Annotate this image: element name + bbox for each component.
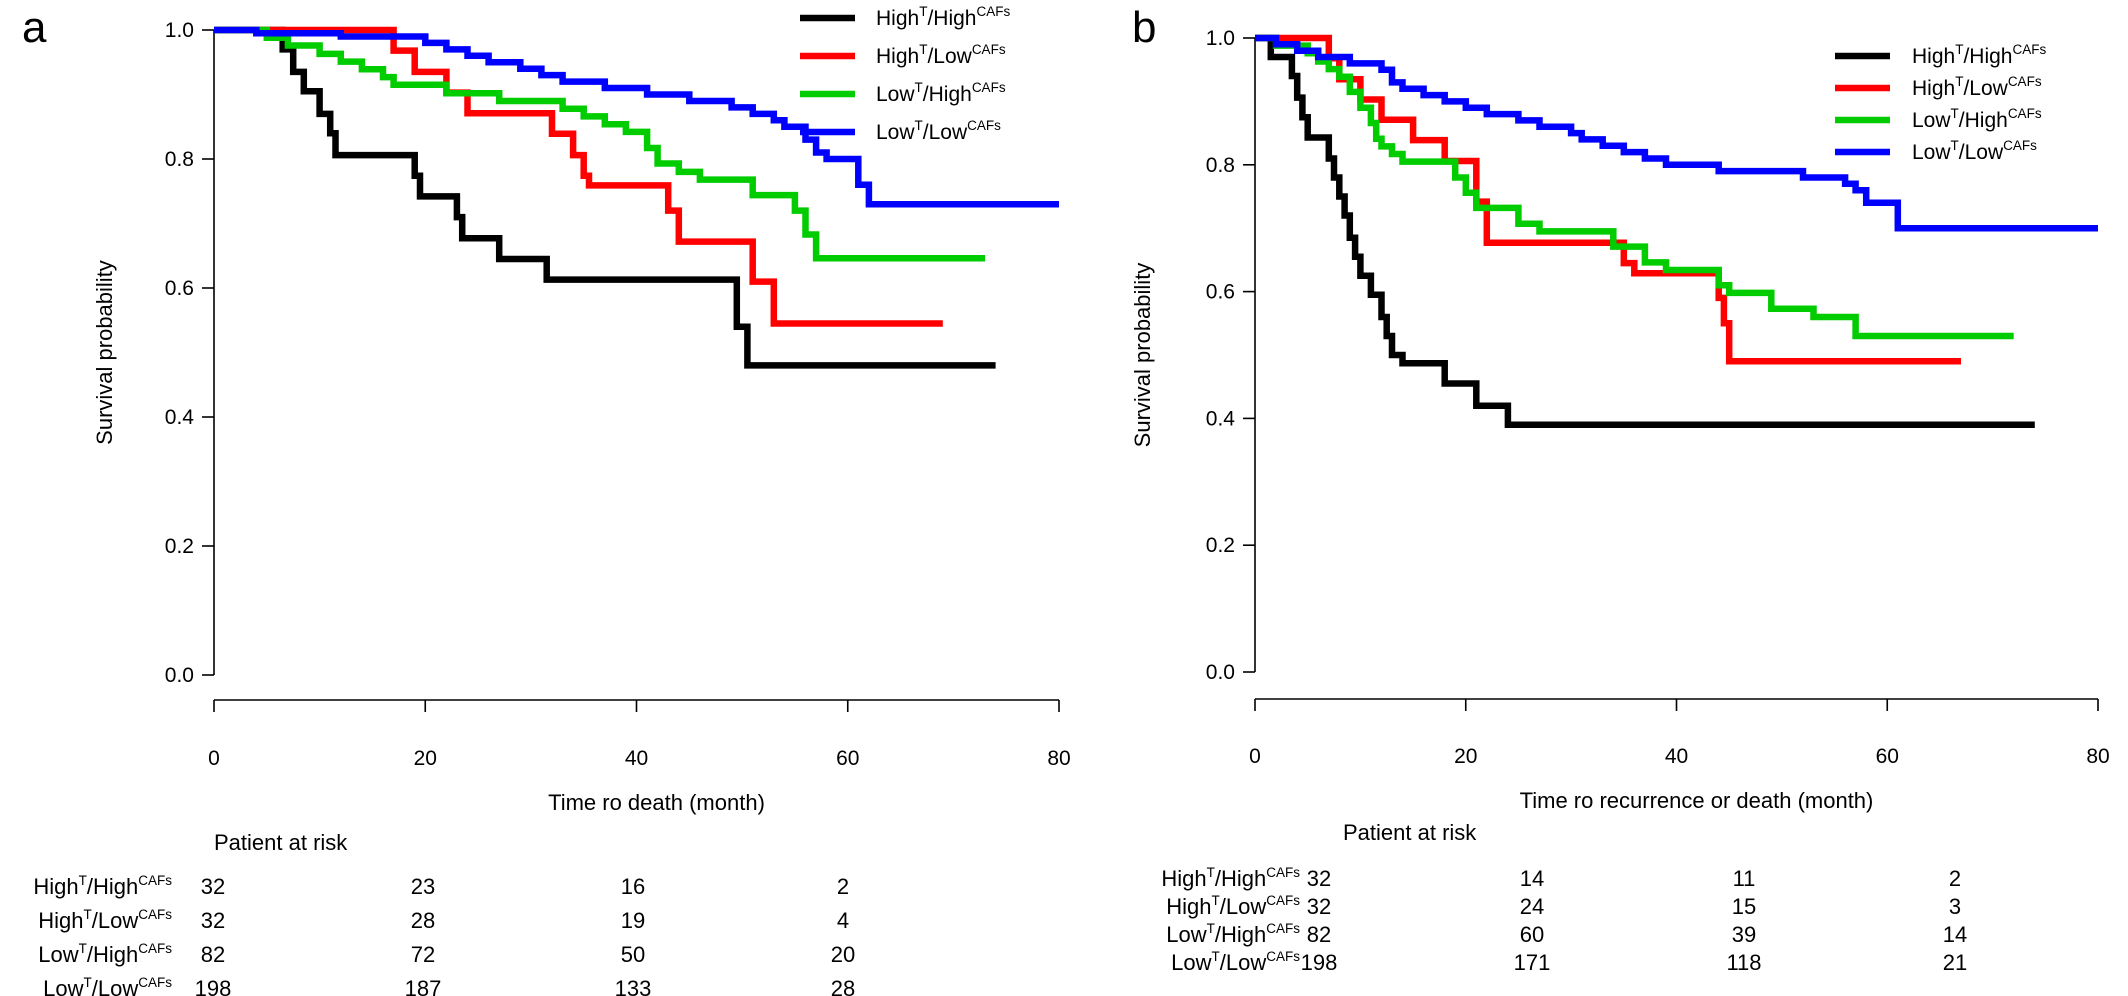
risk-value: 14 [1943,922,1967,947]
y-tick-label: 0.4 [165,406,195,429]
risk-value: 4 [837,908,849,933]
y-tick-label: 0.0 [165,664,194,687]
risk-value: 28 [411,908,435,933]
x-tick-label: 20 [1454,745,1477,768]
survival-curve-2 [214,26,943,327]
survival-curve-4 [1255,34,2098,232]
risk-value: 16 [621,874,645,899]
x-tick-label: 40 [1665,745,1688,768]
risk-value: 39 [1732,922,1756,947]
risk-value: 11 [1733,866,1756,891]
x-tick-label: 60 [836,747,859,770]
survival-curves [214,26,1059,369]
risk-table-header: Patient at risk [1343,820,1477,845]
risk-value: 198 [1301,950,1338,975]
risk-table: Patient at risk HighT/HighCAFs 32 14 11 2 High… [1161,820,1967,975]
y-tick-label: 1.0 [1206,27,1235,50]
x-tick-label: 80 [2086,745,2109,768]
y-tick-label: 0.8 [1206,154,1235,177]
risk-table-header: Patient at risk [214,830,348,855]
x-axis-label: Time ro death (month) [548,790,765,815]
y-tick-label: 0.0 [1206,661,1235,684]
risk-value: 50 [621,942,645,967]
legend-label: LowT/HighCAFs [876,80,1006,106]
risk-value: 21 [1943,950,1967,975]
y-tick-label: 0.6 [165,277,194,300]
risk-value: 72 [411,942,435,967]
y-tick-label: 0.2 [1206,534,1235,557]
survival-curves [1255,34,2098,428]
x-axis: 0 20 40 60 80 Time ro recurrence or death (mo… [1249,698,2110,813]
risk-value: 28 [831,976,855,996]
legend-label: LowT/HighCAFs [1912,106,2042,132]
risk-value: 171 [1514,950,1551,975]
risk-value: 2 [837,874,849,899]
risk-value: 23 [411,874,435,899]
x-tick-label: 40 [625,747,648,770]
risk-value: 32 [1307,866,1331,891]
risk-row-label: HighT/LowCAFs [1166,893,1300,919]
x-axis: 0 20 40 60 80 Time ro death (month) [208,699,1071,815]
survival-curve-3 [1255,34,2014,340]
panel-letter: a [22,3,47,52]
risk-value: 187 [405,976,442,996]
survival-curve-4 [214,26,1059,208]
legend-label: LowT/LowCAFs [1912,138,2037,164]
risk-value: 32 [1307,894,1331,919]
risk-value: 3 [1949,894,1961,919]
risk-value: 2 [1949,866,1961,891]
risk-row-label: LowT/LowCAFs [1171,949,1300,975]
risk-row-label: HighT/LowCAFs [38,907,172,933]
survival-curve-1 [214,26,996,369]
legend-label: HighT/LowCAFs [876,42,1006,68]
risk-value: 14 [1520,866,1544,891]
y-tick-label: 0.4 [1206,407,1236,430]
risk-value: 82 [201,942,225,967]
y-axis: 0.0 0.2 0.4 0.6 0.8 1.0 Survival probability [92,19,215,687]
risk-value: 24 [1520,894,1544,919]
y-tick-label: 0.6 [1206,281,1235,304]
risk-row-label: LowT/HighCAFs [38,941,172,967]
y-tick-label: 1.0 [165,19,194,42]
risk-value: 198 [195,976,232,996]
risk-value: 15 [1732,894,1756,919]
risk-value: 20 [831,942,855,967]
risk-table: Patient at risk HighT/HighCAFs 32 23 16 2 High… [33,830,855,996]
y-axis-label: Survival probability [92,260,117,445]
risk-row-label: LowT/LowCAFs [43,975,172,996]
risk-value: 118 [1726,950,1761,975]
legend-label: HighT/LowCAFs [1912,74,2042,100]
risk-value: 82 [1307,922,1331,947]
y-tick-label: 0.8 [165,148,194,171]
survival-curve-1 [1255,34,2035,428]
x-axis-label: Time ro recurrence or death (month) [1520,788,1874,813]
y-axis-label: Survival probability [1130,263,1155,448]
risk-row-label: HighT/HighCAFs [1161,865,1300,891]
legend: HighT/HighCAFs HighT/LowCAFs LowT/HighCAFs… [1835,42,2046,164]
y-tick-label: 0.2 [165,535,194,558]
survival-curve-3 [214,26,986,262]
x-tick-label: 20 [414,747,437,770]
risk-value: 32 [201,908,225,933]
risk-value: 133 [615,976,652,996]
y-axis: 0.0 0.2 0.4 0.6 0.8 1.0 Survival probability [1130,27,1256,684]
risk-value: 60 [1520,922,1544,947]
legend-label: LowT/LowCAFs [876,118,1001,144]
x-tick-label: 0 [208,747,220,770]
risk-value: 32 [201,874,225,899]
x-tick-label: 80 [1047,747,1070,770]
x-tick-label: 60 [1876,745,1899,768]
legend-label: HighT/HighCAFs [1912,42,2046,68]
legend: HighT/HighCAFs HighT/LowCAFs LowT/HighCAFs… [800,4,1010,144]
legend-label: HighT/HighCAFs [876,4,1010,30]
panel-letter: b [1132,3,1156,52]
x-tick-label: 0 [1249,745,1261,768]
risk-value: 19 [621,908,645,933]
risk-row-label: LowT/HighCAFs [1166,921,1300,947]
risk-row-label: HighT/HighCAFs [33,873,172,899]
